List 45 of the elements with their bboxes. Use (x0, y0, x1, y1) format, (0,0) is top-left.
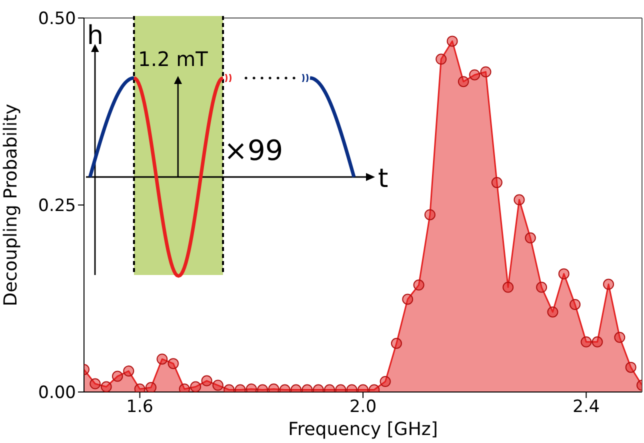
point (547, 306, 558, 318)
point (424, 209, 436, 220)
y-tick-label: 0.00 (38, 383, 76, 404)
point (446, 36, 458, 47)
annotation: t (378, 164, 388, 194)
point (558, 268, 570, 280)
point (524, 232, 536, 244)
point (580, 336, 592, 348)
point (390, 338, 402, 349)
point (112, 370, 123, 382)
point (168, 358, 179, 370)
point (469, 69, 480, 80)
x-tick-label: 2.4 (572, 397, 600, 418)
point (514, 194, 525, 206)
point (570, 298, 581, 310)
point (190, 381, 202, 392)
point (480, 66, 492, 78)
y-tick-label: 0.25 (38, 196, 76, 216)
x-tick-label: 2.0 (349, 397, 377, 418)
point (592, 336, 603, 348)
y-tick-label: 0.50 (38, 9, 76, 30)
point (156, 354, 168, 365)
point (380, 376, 391, 388)
point (491, 177, 502, 188)
point (436, 54, 447, 65)
point (90, 378, 101, 390)
point (458, 76, 469, 88)
point (402, 294, 414, 305)
point (201, 375, 212, 386)
point (502, 282, 514, 293)
x-axis-title: Frequency [GHz] (288, 419, 438, 440)
point (123, 366, 134, 377)
annotation: h (87, 21, 104, 51)
y-axis-title: Decoupling Probability (0, 103, 22, 306)
point (536, 282, 548, 293)
point (145, 382, 156, 392)
point (413, 280, 424, 291)
point (100, 381, 112, 392)
annotation: ×99 (224, 134, 284, 167)
x-tick-label: 1.6 (126, 397, 154, 418)
point (603, 278, 614, 290)
point (614, 332, 626, 343)
point (625, 362, 636, 373)
annotation: 1.2 mT (138, 47, 209, 71)
point (212, 380, 224, 391)
